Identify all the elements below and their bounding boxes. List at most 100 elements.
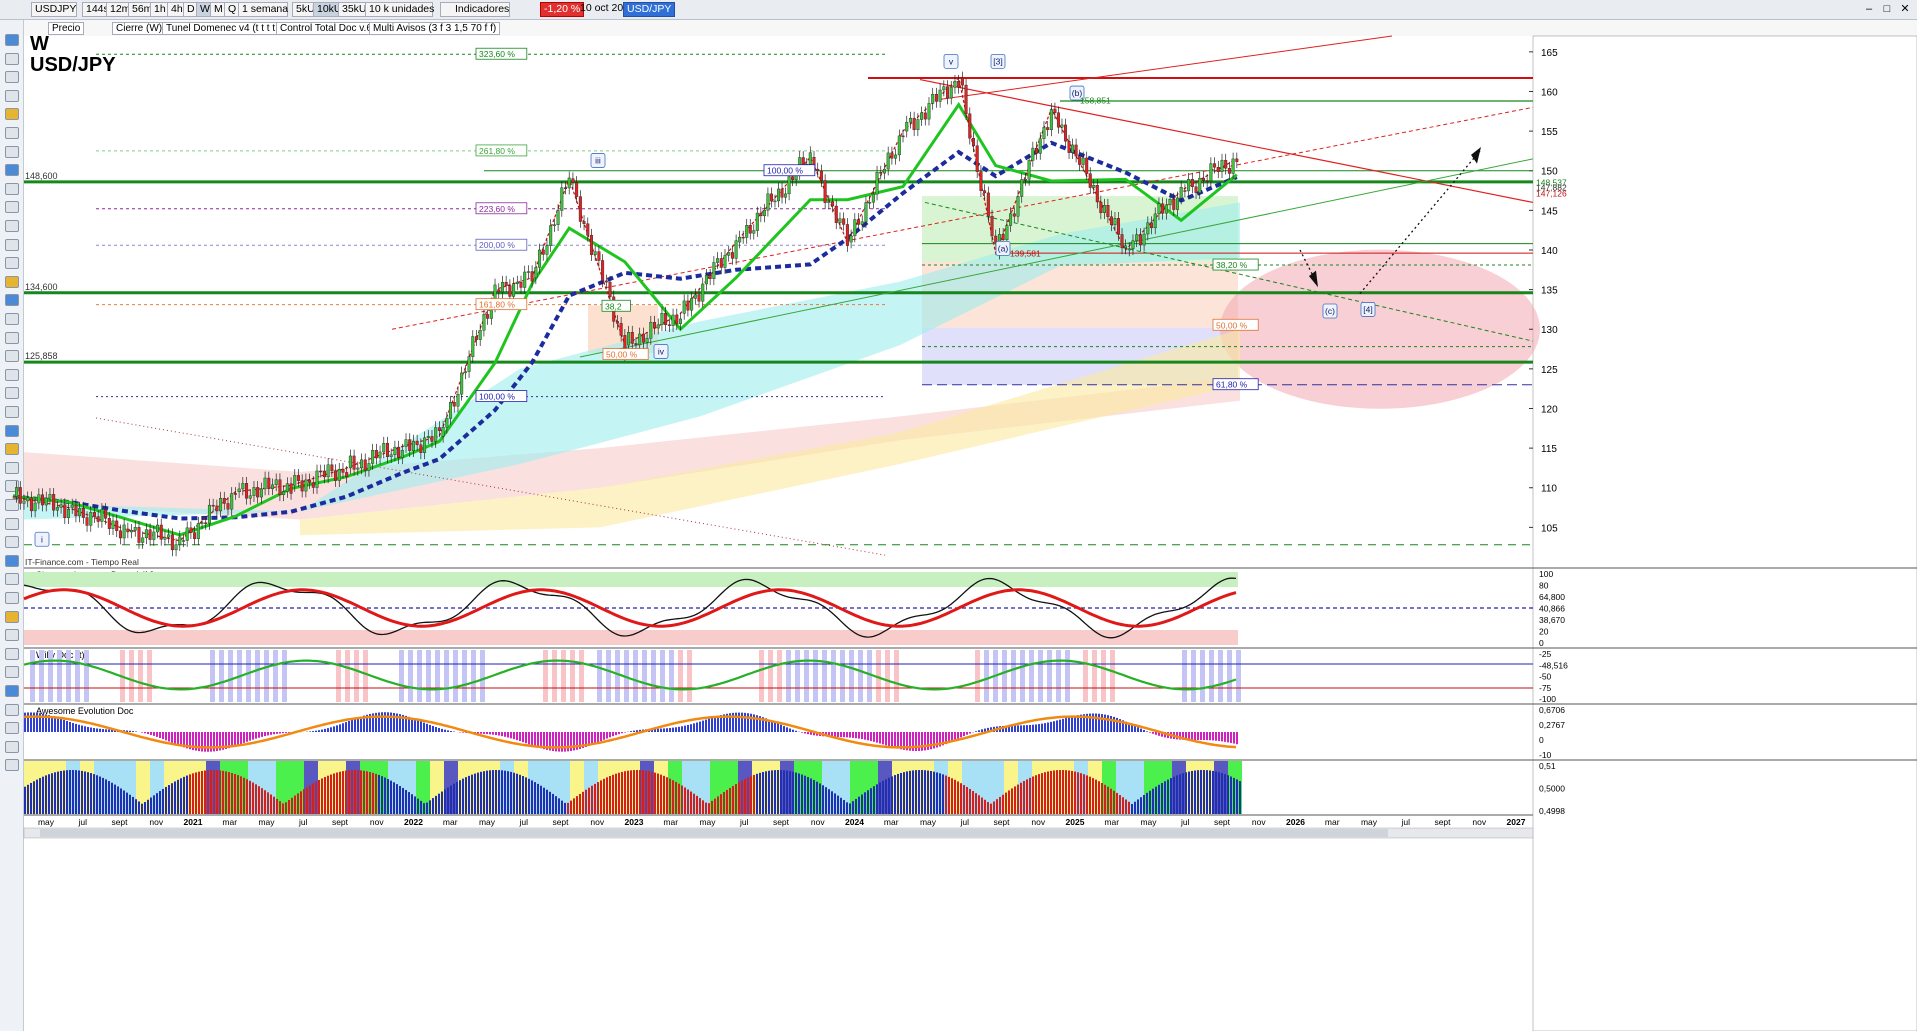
tool-icon[interactable] [5, 499, 19, 511]
tool-icon[interactable] [5, 406, 19, 418]
candle-body [549, 225, 553, 246]
p3-bar [1044, 723, 1046, 732]
tool-icon[interactable] [5, 368, 19, 381]
fib-label-text: 100,00 % [767, 166, 803, 176]
p4-bar [888, 777, 890, 814]
p3-bar [228, 732, 230, 749]
p4-bar [1098, 781, 1100, 814]
tool-icon[interactable] [5, 629, 19, 642]
tf-144s[interactable]: 144s [82, 2, 113, 17]
wave-label: iv [653, 344, 669, 359]
minimize-icon[interactable]: – [1865, 3, 1873, 15]
tool-icon[interactable] [5, 610, 19, 623]
tool-icon[interactable] [5, 740, 19, 753]
indicator-tunel[interactable]: Tunel Domenec v4 (t t t t t) [162, 22, 289, 35]
p3-bar [270, 732, 272, 735]
p4-bar [840, 797, 842, 814]
tool-icon[interactable] [5, 89, 19, 102]
candle-body [104, 509, 108, 519]
tool-icon[interactable] [5, 647, 19, 660]
tool-icon[interactable] [5, 592, 19, 604]
candle-body [1216, 166, 1220, 172]
tool-icon[interactable] [5, 461, 19, 474]
p3-bar [357, 717, 359, 732]
candle-body [385, 443, 389, 457]
x-tick-label: may [920, 817, 937, 827]
tool-icon[interactable] [5, 164, 19, 177]
tool-icon[interactable] [5, 554, 19, 567]
fib-label-box [763, 164, 816, 177]
tool-icon[interactable] [5, 145, 19, 158]
tool-icon[interactable] [5, 71, 19, 84]
tool-icon[interactable] [5, 666, 19, 679]
period-select[interactable]: 1 semana [238, 2, 288, 17]
tool-icon[interactable] [5, 257, 19, 270]
p3-bar [168, 732, 170, 742]
indicator-avisos[interactable]: Multi Avisos (3 f 3 1,5 70 f f) [369, 22, 501, 35]
p2-band [264, 650, 269, 702]
p3-bar [237, 732, 239, 746]
candle-body [26, 497, 30, 502]
tool-icon[interactable] [5, 722, 19, 735]
tool-icon[interactable] [5, 685, 19, 697]
tool-icon[interactable] [5, 703, 19, 716]
tool-icon[interactable] [5, 294, 19, 307]
units-select[interactable]: 10 k unidades [365, 2, 434, 17]
p3-bar [1071, 716, 1073, 732]
tool-icon[interactable] [5, 34, 19, 46]
tool-icon[interactable] [5, 313, 19, 325]
candle-body [627, 332, 631, 346]
candle-body [1060, 124, 1064, 128]
tool-icon[interactable] [5, 573, 19, 586]
wave-label-box [590, 153, 606, 168]
tick-35ku[interactable]: 35kU [338, 2, 371, 17]
p3-bar [1218, 732, 1220, 742]
fib-label-box [1212, 318, 1259, 331]
tool-icon[interactable] [5, 517, 19, 530]
tool-icon[interactable] [5, 108, 19, 121]
tool-icon[interactable] [5, 182, 19, 195]
tool-icon[interactable] [5, 759, 19, 772]
candle-body [675, 314, 679, 324]
p3-bar [48, 715, 50, 732]
p4-bar [36, 779, 38, 814]
p4-bar [1053, 770, 1055, 814]
candle-body [460, 372, 464, 395]
indicator-precio[interactable]: Precio [48, 22, 85, 35]
tool-icon[interactable] [5, 443, 19, 456]
p3-bar [1152, 732, 1154, 734]
candle-body [964, 84, 968, 114]
p3-bar [1029, 724, 1031, 732]
p4-bar [933, 771, 935, 814]
tool-icon[interactable] [5, 201, 19, 214]
p4-bar [228, 772, 230, 814]
symbol-select[interactable]: USDJPY [31, 2, 77, 17]
p3-bar [936, 732, 938, 748]
tool-icon[interactable] [5, 424, 19, 437]
indicators-button[interactable]: Indicadores [440, 2, 510, 17]
tool-icon[interactable] [5, 238, 19, 251]
p3-bar [807, 732, 809, 735]
candle-body [819, 170, 823, 181]
tool-icon[interactable] [5, 52, 19, 65]
candle-body [589, 235, 593, 255]
candle-body [1201, 177, 1205, 181]
tool-icon[interactable] [5, 387, 19, 400]
restore-icon[interactable]: □ [1883, 3, 1891, 15]
price-axis-bg [1532, 35, 1917, 1031]
p4-bar [189, 774, 191, 814]
scrollbar-thumb[interactable] [40, 829, 1388, 837]
tool-icon[interactable] [5, 331, 19, 344]
close-icon[interactable]: ✕ [1900, 3, 1910, 15]
p3-bar [159, 732, 161, 738]
tool-icon[interactable] [5, 536, 19, 549]
tool-icon[interactable] [5, 350, 19, 363]
p3-bar [198, 732, 200, 752]
p2-band [282, 650, 287, 702]
p2-band [606, 650, 611, 702]
tool-icon[interactable] [5, 127, 19, 139]
p3-bar [543, 732, 545, 750]
tool-icon[interactable] [5, 220, 19, 232]
tool-icon[interactable] [5, 275, 19, 288]
